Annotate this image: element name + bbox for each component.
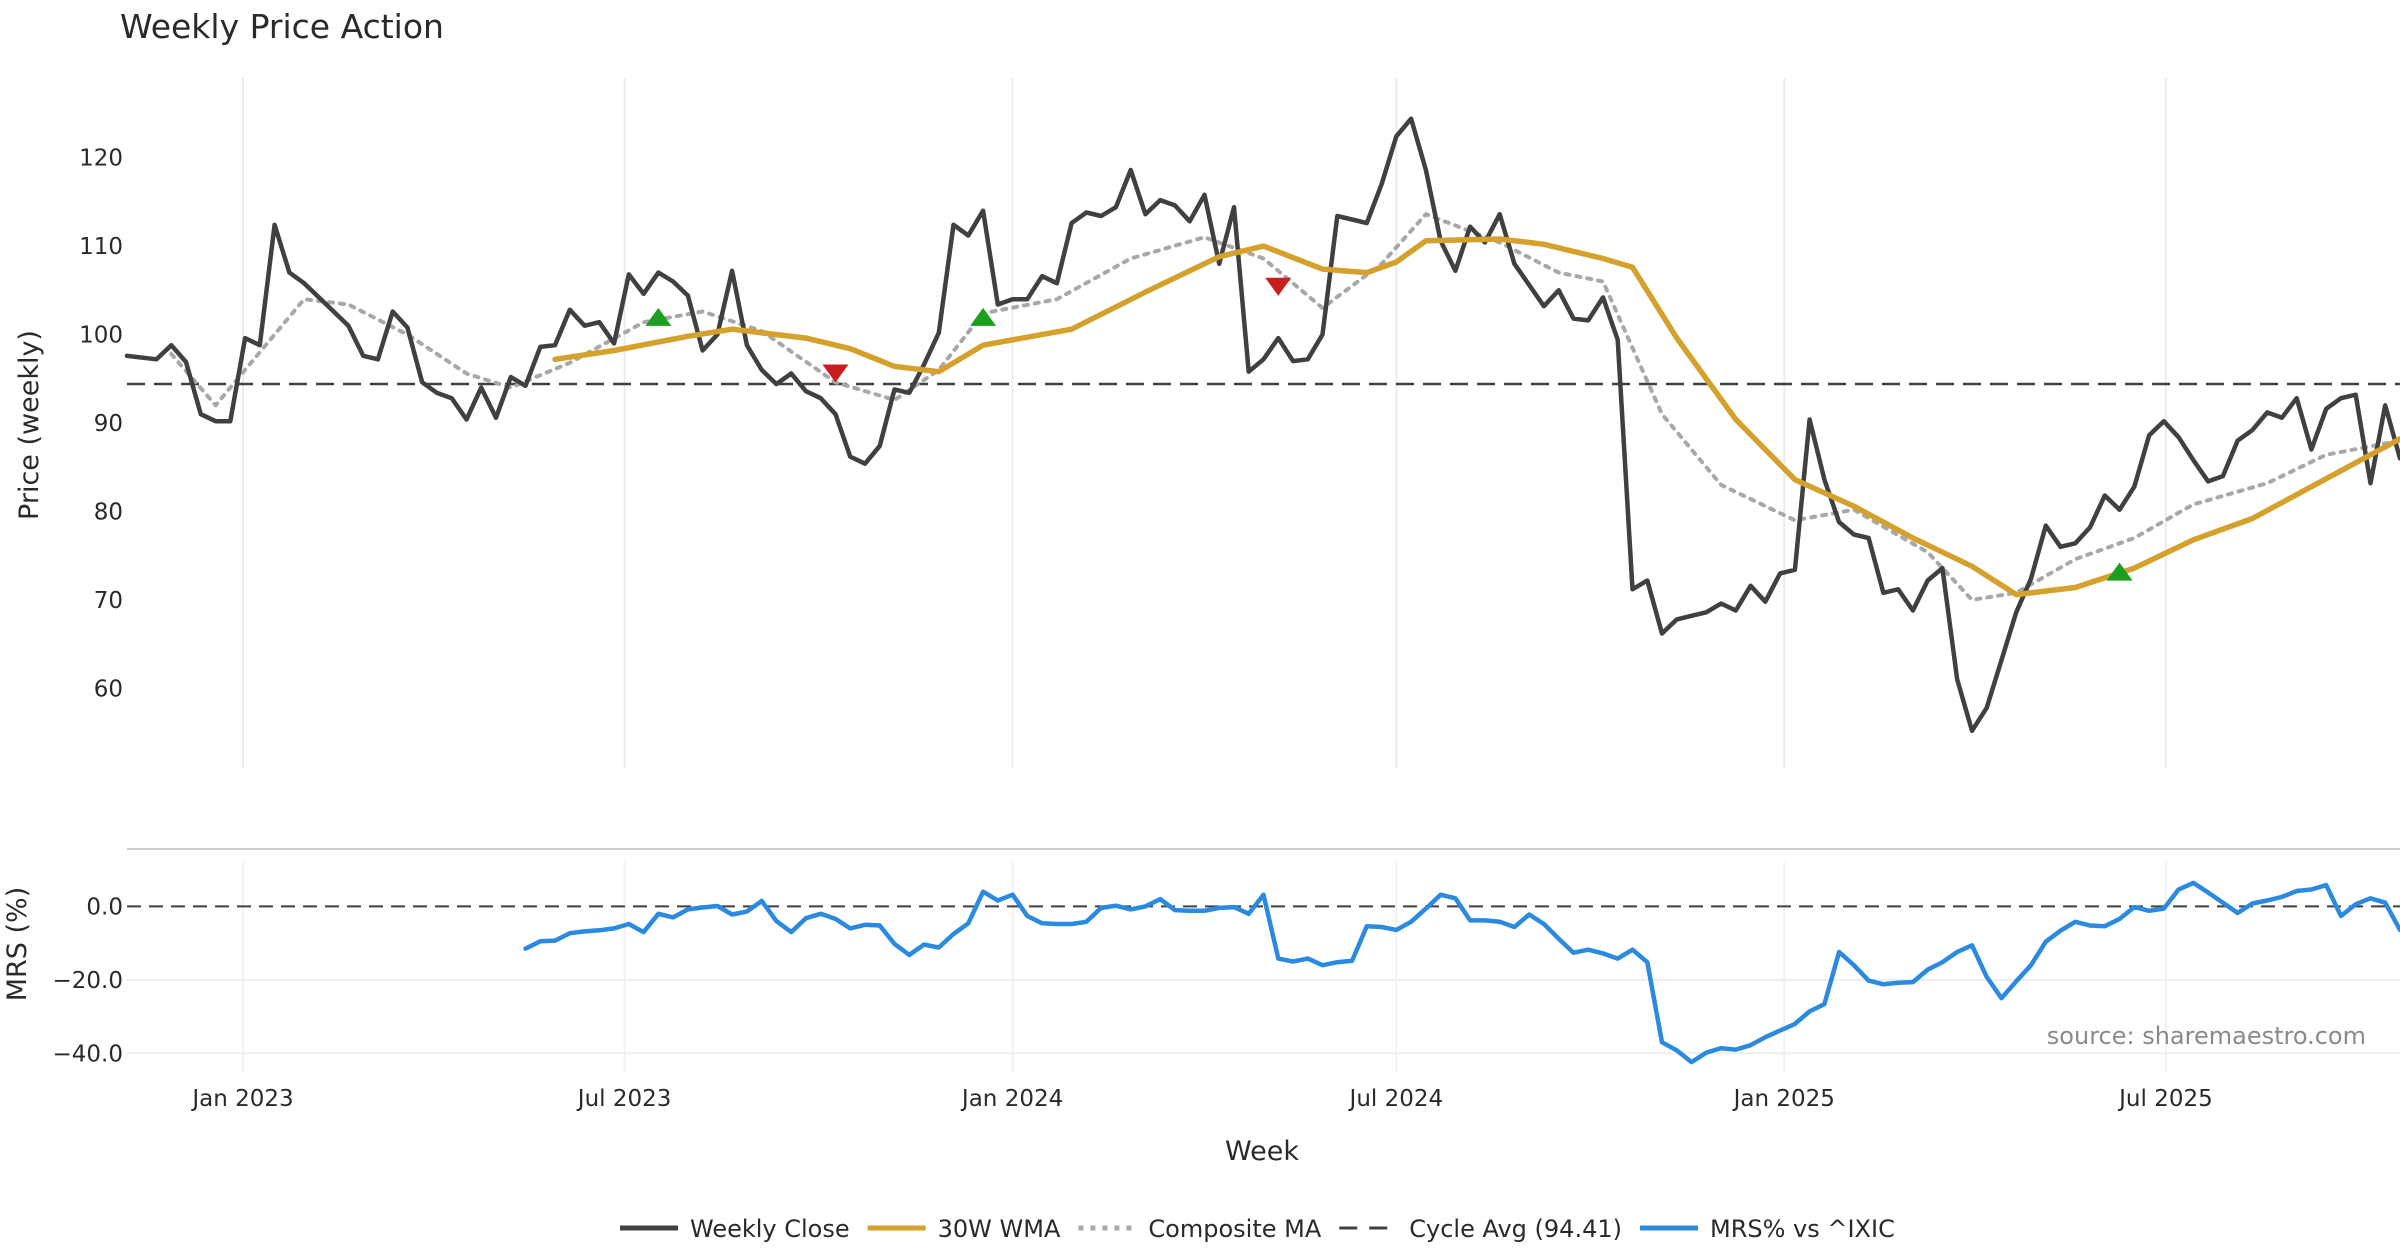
mrs-gridlines <box>127 862 2400 1072</box>
legend-label: MRS% vs ^IXIC <box>1710 1215 1895 1243</box>
price-y-tick-label: 120 <box>79 146 123 172</box>
x-tick-label: Jul 2023 <box>576 1086 672 1112</box>
chart-title: Weekly Price Action <box>120 7 444 46</box>
price-y-tick-label: 90 <box>94 411 123 437</box>
x-axis-label: Week <box>1225 1136 1299 1167</box>
price-y-tick-label: 60 <box>94 676 123 702</box>
price-y-tick-label: 70 <box>94 588 123 614</box>
series-composite-ma <box>169 212 2400 602</box>
x-axis-ticks: Jan 2023 Jul 2023 Jan 2024 Jul 2024 Jan 2025… <box>190 1086 2212 1112</box>
legend-item: Weekly Close <box>620 1215 850 1243</box>
buy-signal-marker <box>970 307 997 326</box>
price-y-tick-label: 100 <box>79 323 123 349</box>
mrs-y-tick-label: 0.0 <box>86 894 123 920</box>
price-series-group <box>124 116 2400 734</box>
mrs-y-axis-label: MRS (%) <box>2 887 33 1002</box>
sell-signal-marker <box>822 364 849 383</box>
legend-item: MRS% vs ^IXIC <box>1639 1215 1895 1243</box>
mrs-y-tick-label: −40.0 <box>53 1041 123 1067</box>
price-y-tick-label: 110 <box>79 234 123 260</box>
price-y-tick-label: 80 <box>94 499 123 525</box>
sell-signal-marker <box>1265 277 1292 296</box>
legend-label: Weekly Close <box>690 1215 850 1243</box>
price-y-axis-label: Price (weekly) <box>14 330 45 520</box>
legend-label: Cycle Avg (94.41) <box>1409 1215 1622 1243</box>
x-tick-label: Jan 2025 <box>1732 1086 1835 1112</box>
legend-label: 30W WMA <box>938 1215 1061 1243</box>
legend-item: Composite MA <box>1078 1215 1322 1243</box>
source-note: source: sharemaestro.com <box>2047 1022 2366 1050</box>
x-tick-label: Jul 2025 <box>2117 1086 2213 1112</box>
mrs-y-ticks: 0.0 −20.0 −40.0 <box>53 894 123 1067</box>
signal-markers <box>645 277 2133 581</box>
series-30w-wma <box>552 236 2400 598</box>
mrs-series-group <box>523 880 2400 1065</box>
x-tick-label: Jan 2024 <box>960 1086 1063 1112</box>
buy-signal-marker <box>645 307 672 326</box>
legend-label: Composite MA <box>1148 1215 1321 1243</box>
legend-item: 30W WMA <box>867 1215 1061 1243</box>
price-gridlines <box>241 78 2167 768</box>
buy-signal-marker <box>2106 562 2133 581</box>
x-tick-label: Jul 2024 <box>1348 1086 1444 1112</box>
legend: Weekly Close 30W WMA Composite MA Cycle Avg… <box>620 1215 1895 1243</box>
price-y-ticks: 60 70 80 90 100 110 120 <box>79 146 123 703</box>
series-weekly-close <box>124 116 2400 734</box>
series-mrs-vs-ixic <box>523 880 2400 1065</box>
mrs-y-tick-label: −20.0 <box>53 968 123 994</box>
x-tick-label: Jan 2023 <box>190 1086 293 1112</box>
legend-item: Cycle Avg (94.41) <box>1339 1215 1622 1243</box>
